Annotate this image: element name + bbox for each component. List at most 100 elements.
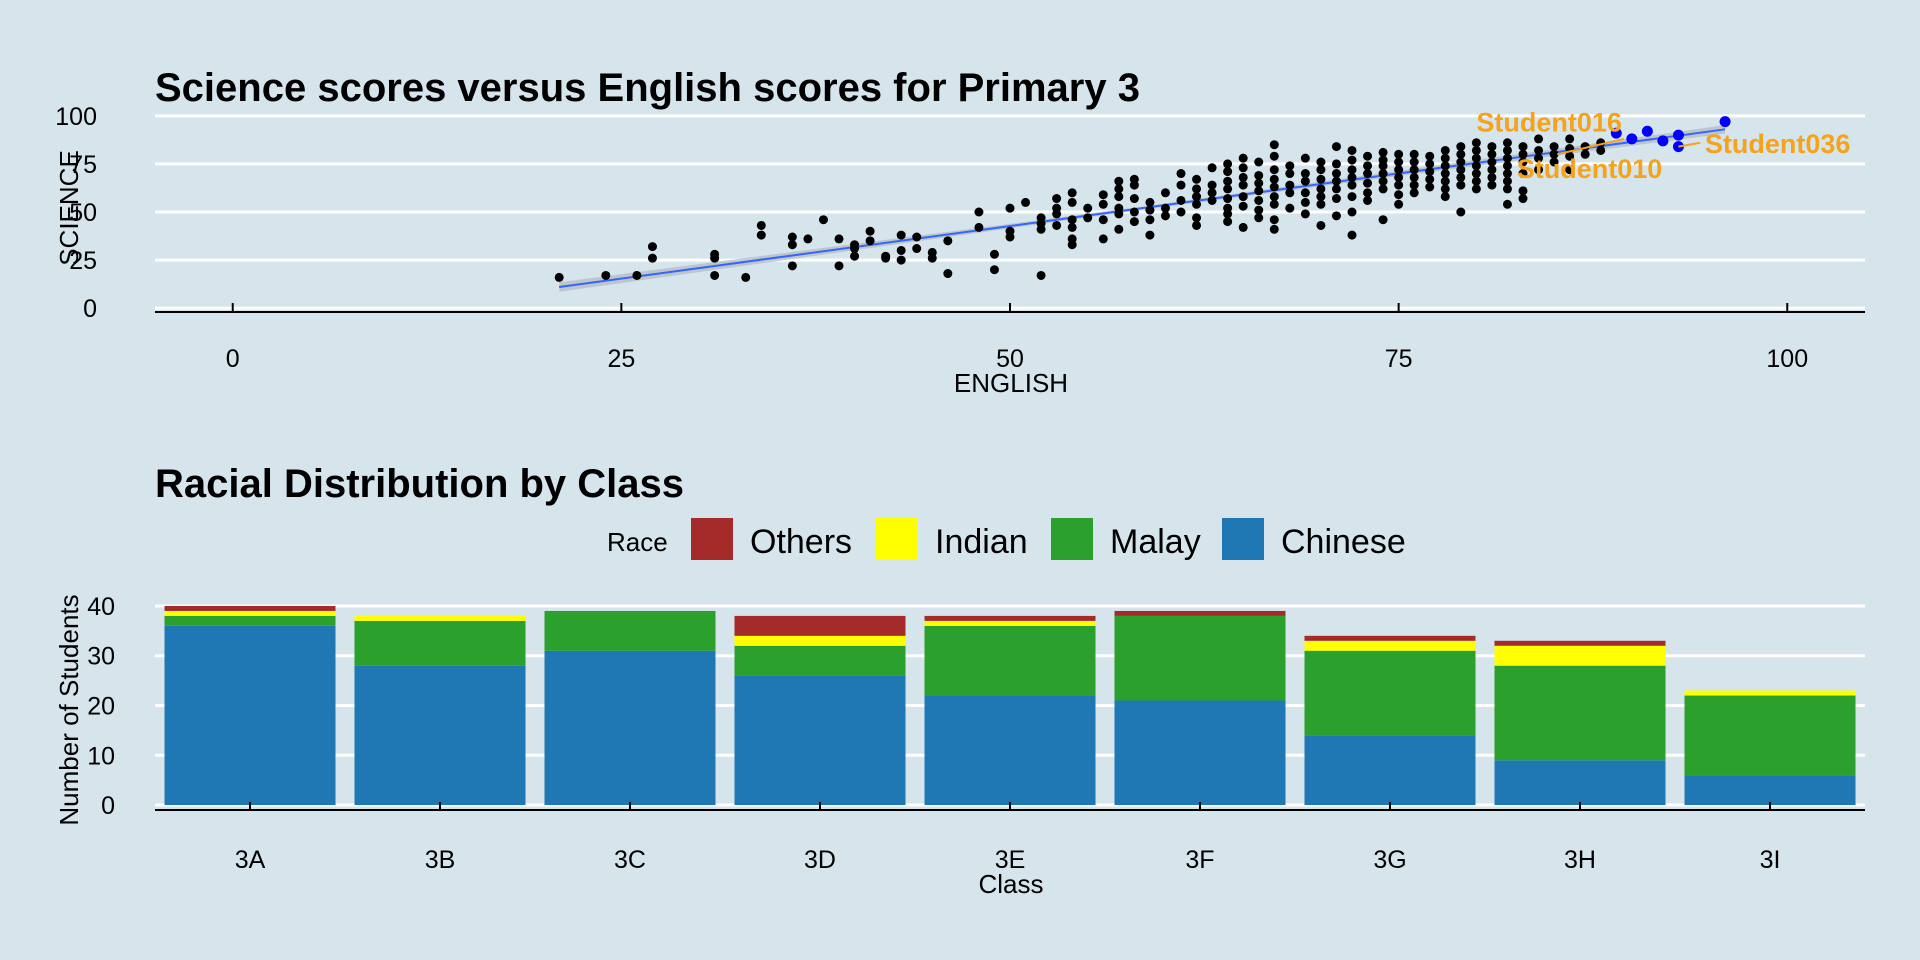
scatter-point [1471, 161, 1481, 171]
scatter-point [1502, 138, 1512, 148]
bar-3e-chinese [924, 695, 1096, 806]
scatter-point [989, 265, 999, 275]
scatter-point [1254, 157, 1264, 167]
scatter-point [1300, 197, 1310, 207]
scatter-point [896, 255, 906, 265]
scatter-point [1269, 140, 1279, 150]
scatter-point [1129, 174, 1139, 184]
scatter-point [1238, 153, 1248, 163]
scatter-point [1394, 172, 1404, 182]
bar-3b-indian [354, 615, 526, 621]
scatter-point [1192, 184, 1202, 194]
scatter-point [756, 220, 766, 230]
scatter-point [1316, 199, 1326, 209]
bar-y-tick-40: 40 [87, 593, 115, 621]
bar-3h-others [1494, 640, 1666, 646]
scatter-x-tick-0: 0 [226, 345, 240, 373]
scatter-point [1098, 234, 1108, 244]
bar-3h-indian [1494, 645, 1666, 666]
scatter-point [1316, 192, 1326, 202]
scatter-annotation-student010: Student010 [1517, 154, 1663, 184]
scatter-point [1129, 194, 1139, 204]
bar-x-tick-3f: 3F [1185, 846, 1214, 874]
scatter-point [1207, 195, 1217, 205]
scatter-point [1052, 203, 1062, 213]
scatter-point [787, 232, 797, 242]
scatter-point [1502, 145, 1512, 155]
scatter-point [1534, 134, 1544, 144]
scatter-point [1565, 151, 1575, 161]
scatter-point [1223, 194, 1233, 204]
scatter-point [1269, 174, 1279, 184]
scatter-point [1440, 176, 1450, 186]
scatter-point [1129, 217, 1139, 227]
scatter-axes: 0 25 50 75 100 0 25 50 75 100 [55, 103, 1865, 373]
scatter-point [1378, 155, 1388, 165]
scatter-y-axis-label: SCIENCE [54, 150, 84, 266]
scatter-point [1176, 207, 1186, 217]
scatter-point [1347, 172, 1357, 182]
scatter-point [1425, 151, 1435, 161]
scatter-annotation-student036: Student036 [1705, 129, 1851, 159]
scatter-point [1487, 142, 1497, 152]
scatter-title: Science scores versus English scores for… [155, 66, 1140, 110]
bar-3h-malay [1494, 665, 1666, 761]
scatter-point [1160, 188, 1170, 198]
scatter-point [1394, 157, 1404, 167]
scatter-highlight-point [1641, 125, 1653, 137]
scatter-point [1316, 174, 1326, 184]
scatter-point [1596, 145, 1606, 155]
scatter-point [1098, 215, 1108, 225]
scatter-point [1347, 180, 1357, 190]
scatter-point [912, 232, 922, 242]
scatter-point [1534, 145, 1544, 155]
scatter-point [787, 261, 797, 271]
scatter-point [989, 249, 999, 259]
bar-3i-chinese [1684, 775, 1856, 806]
bar-3f-chinese [1114, 700, 1286, 806]
scatter-point [1223, 167, 1233, 177]
bar-3d-indian [734, 635, 906, 646]
bar-x-tick-3e: 3E [995, 846, 1026, 874]
scatter-point [1456, 165, 1466, 175]
scatter-point [1269, 224, 1279, 234]
scatter-point [1549, 157, 1559, 167]
bar-y-tick-0: 0 [101, 792, 115, 820]
legend-label-chinese: Chinese [1281, 523, 1406, 561]
scatter-point [834, 234, 844, 244]
scatter-point [1207, 163, 1217, 173]
scatter-point [1440, 192, 1450, 202]
scatter-point [943, 269, 953, 279]
scatter-x-tick-100: 100 [1766, 345, 1808, 373]
legend-swatch-chinese [1222, 518, 1264, 560]
bar-3d-chinese [734, 675, 906, 806]
scatter-point [1021, 197, 1031, 207]
bar-3a-others [164, 605, 336, 611]
scatter-point [1440, 169, 1450, 179]
scatter-point [647, 242, 657, 252]
scatter-point [1363, 151, 1373, 161]
scatter-point [1331, 184, 1341, 194]
scatter-x-tick-25: 25 [607, 345, 635, 373]
scatter-point [1425, 182, 1435, 192]
scatter-point [881, 251, 891, 261]
scatter-point [1145, 197, 1155, 207]
scatter-point [1363, 178, 1373, 188]
scatter-point [1409, 188, 1419, 198]
bar-x-tick-3a: 3A [235, 846, 266, 874]
scatter-point [1036, 270, 1046, 280]
scatter-point [1331, 176, 1341, 186]
scatter-point [850, 240, 860, 250]
scatter-point [1207, 180, 1217, 190]
scatter-point [1300, 209, 1310, 219]
scatter-point [1269, 199, 1279, 209]
scatter-point [1347, 155, 1357, 165]
bar-x-tick-3i: 3I [1760, 846, 1781, 874]
bar-x-tick-3h: 3H [1564, 846, 1596, 874]
scatter-point [1269, 192, 1279, 202]
bar-3i-indian [1684, 690, 1856, 696]
scatter-point [1223, 203, 1233, 213]
scatter-highlight-point [1657, 135, 1669, 147]
bar-x-tick-3g: 3G [1373, 846, 1406, 874]
